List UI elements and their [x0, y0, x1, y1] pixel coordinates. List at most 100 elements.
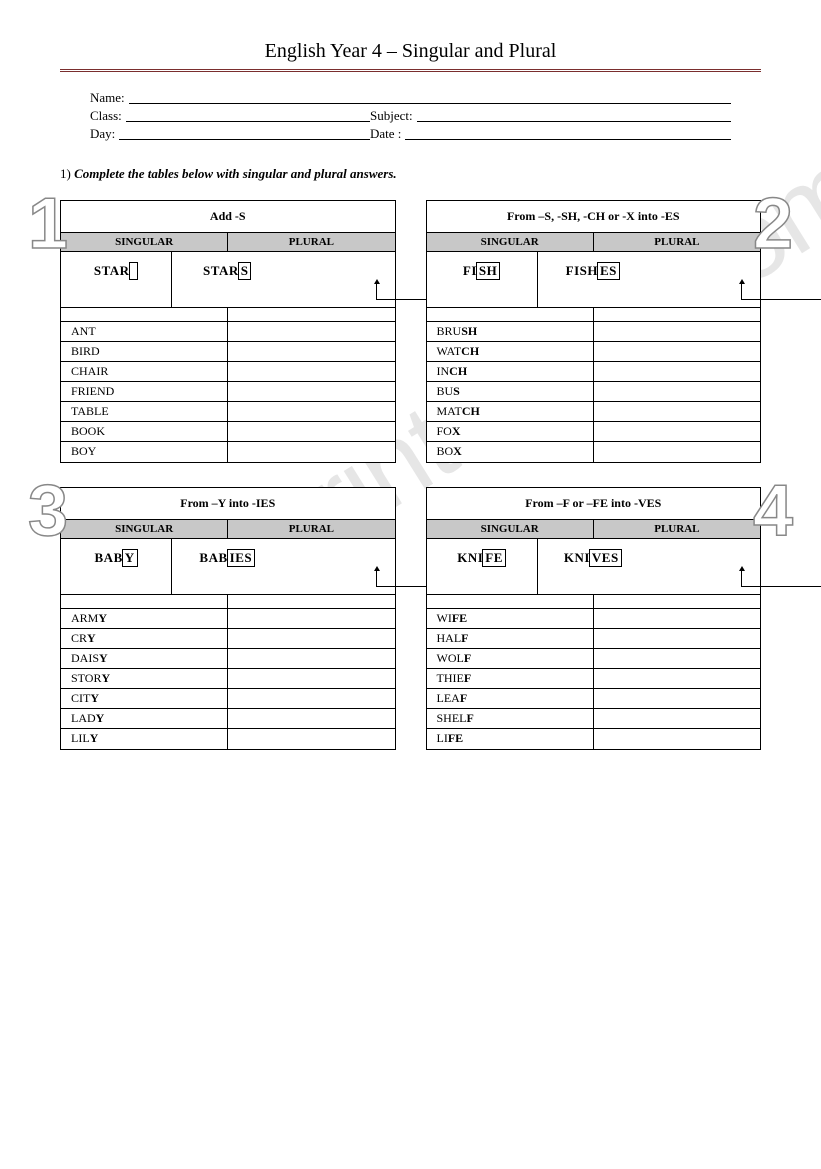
singular-cell: LIFE — [427, 729, 594, 749]
singular-cell: BUS — [427, 382, 594, 401]
plural-cell[interactable] — [228, 402, 394, 421]
col-singular: SINGULAR — [427, 520, 594, 538]
plural-cell[interactable] — [594, 629, 760, 648]
plural-cell[interactable] — [594, 442, 760, 462]
arrow-connector — [741, 284, 821, 300]
table-row: ANT — [61, 322, 395, 342]
table-row: MATCH — [427, 402, 761, 422]
col-singular: SINGULAR — [61, 233, 228, 251]
plural-cell[interactable] — [594, 729, 760, 749]
singular-cell: CRY — [61, 629, 228, 648]
arrow-connector — [741, 571, 821, 587]
table-row: ARMY — [61, 609, 395, 629]
plural-cell[interactable] — [228, 729, 394, 749]
table-cell: 1Add -SSINGULARPLURALSTAR STARSANTBIRDCH… — [60, 200, 396, 463]
worksheet-table: Add -SSINGULARPLURALSTAR STARSANTBIRDCHA… — [60, 200, 396, 463]
singular-cell: INCH — [427, 362, 594, 381]
table-cell: 2From –S, -SH, -CH or -X into -ESSINGULA… — [426, 200, 762, 463]
example-row: BABY BABIES — [61, 539, 395, 595]
worksheet-table: From –Y into -IESSINGULARPLURALBABYBABIE… — [60, 487, 396, 750]
subject-label: Subject: — [370, 108, 413, 124]
plural-cell[interactable] — [594, 422, 760, 441]
plural-cell[interactable] — [594, 709, 760, 728]
class-label: Class: — [90, 108, 122, 124]
singular-cell: CHAIR — [61, 362, 228, 381]
gap-row — [427, 595, 761, 609]
table-column-header: SINGULARPLURAL — [427, 520, 761, 539]
table-row: INCH — [427, 362, 761, 382]
table-number: 2 — [753, 188, 793, 260]
plural-cell[interactable] — [594, 649, 760, 668]
plural-cell[interactable] — [228, 609, 394, 628]
singular-cell: WATCH — [427, 342, 594, 361]
table-row: BIRD — [61, 342, 395, 362]
singular-cell: DAISY — [61, 649, 228, 668]
plural-cell[interactable] — [594, 609, 760, 628]
singular-cell: BOOK — [61, 422, 228, 441]
date-line[interactable] — [405, 126, 731, 140]
table-row: TABLE — [61, 402, 395, 422]
tables-grid: 1Add -SSINGULARPLURALSTAR STARSANTBIRDCH… — [60, 200, 761, 750]
singular-cell: ARMY — [61, 609, 228, 628]
table-row: LADY — [61, 709, 395, 729]
day-line[interactable] — [119, 126, 370, 140]
table-row: THIEF — [427, 669, 761, 689]
singular-cell: ANT — [61, 322, 228, 341]
plural-cell[interactable] — [228, 342, 394, 361]
subject-line[interactable] — [417, 108, 731, 122]
plural-cell[interactable] — [228, 362, 394, 381]
table-row: WATCH — [427, 342, 761, 362]
worksheet-table: From –S, -SH, -CH or -X into -ESSINGULAR… — [426, 200, 762, 463]
table-column-header: SINGULARPLURAL — [427, 233, 761, 252]
plural-cell[interactable] — [594, 322, 760, 341]
example-plural: BABIES — [199, 549, 255, 567]
name-line[interactable] — [129, 90, 731, 104]
plural-cell[interactable] — [228, 629, 394, 648]
table-row: BOOK — [61, 422, 395, 442]
plural-cell[interactable] — [228, 709, 394, 728]
plural-cell[interactable] — [594, 362, 760, 381]
singular-cell: STORY — [61, 669, 228, 688]
table-row: BUS — [427, 382, 761, 402]
example-plural: STARS — [203, 262, 251, 280]
plural-cell[interactable] — [594, 689, 760, 708]
plural-cell[interactable] — [228, 689, 394, 708]
table-row: CITY — [61, 689, 395, 709]
plural-cell[interactable] — [228, 422, 394, 441]
plural-cell[interactable] — [228, 442, 394, 462]
table-cell: 4From –F or –FE into -VESSINGULARPLURALK… — [426, 487, 762, 750]
plural-cell[interactable] — [228, 669, 394, 688]
table-number: 1 — [28, 188, 68, 260]
table-row: BOX — [427, 442, 761, 462]
singular-cell: BRUSH — [427, 322, 594, 341]
col-plural: PLURAL — [594, 520, 760, 538]
instruction: 1) Complete the tables below with singul… — [60, 166, 761, 182]
singular-cell: WOLF — [427, 649, 594, 668]
gap-row — [427, 308, 761, 322]
table-row: SHELF — [427, 709, 761, 729]
name-label: Name: — [90, 90, 125, 106]
table-row: WOLF — [427, 649, 761, 669]
plural-cell[interactable] — [594, 342, 760, 361]
singular-cell: TABLE — [61, 402, 228, 421]
col-singular: SINGULAR — [427, 233, 594, 251]
singular-cell: FRIEND — [61, 382, 228, 401]
table-title: From –F or –FE into -VES — [427, 488, 761, 520]
worksheet-table: From –F or –FE into -VESSINGULARPLURAL KN… — [426, 487, 762, 750]
table-row: LILY — [61, 729, 395, 749]
plural-cell[interactable] — [594, 402, 760, 421]
plural-cell[interactable] — [228, 649, 394, 668]
plural-cell[interactable] — [228, 322, 394, 341]
plural-cell[interactable] — [228, 382, 394, 401]
table-title: Add -S — [61, 201, 395, 233]
singular-cell: BIRD — [61, 342, 228, 361]
singular-cell: BOY — [61, 442, 228, 462]
example-singular: BABY — [95, 549, 138, 567]
col-plural: PLURAL — [228, 233, 394, 251]
table-row: LIFE — [427, 729, 761, 749]
class-line[interactable] — [126, 108, 370, 122]
example-singular: KNIFE — [457, 549, 506, 567]
singular-cell: BOX — [427, 442, 594, 462]
plural-cell[interactable] — [594, 382, 760, 401]
plural-cell[interactable] — [594, 669, 760, 688]
